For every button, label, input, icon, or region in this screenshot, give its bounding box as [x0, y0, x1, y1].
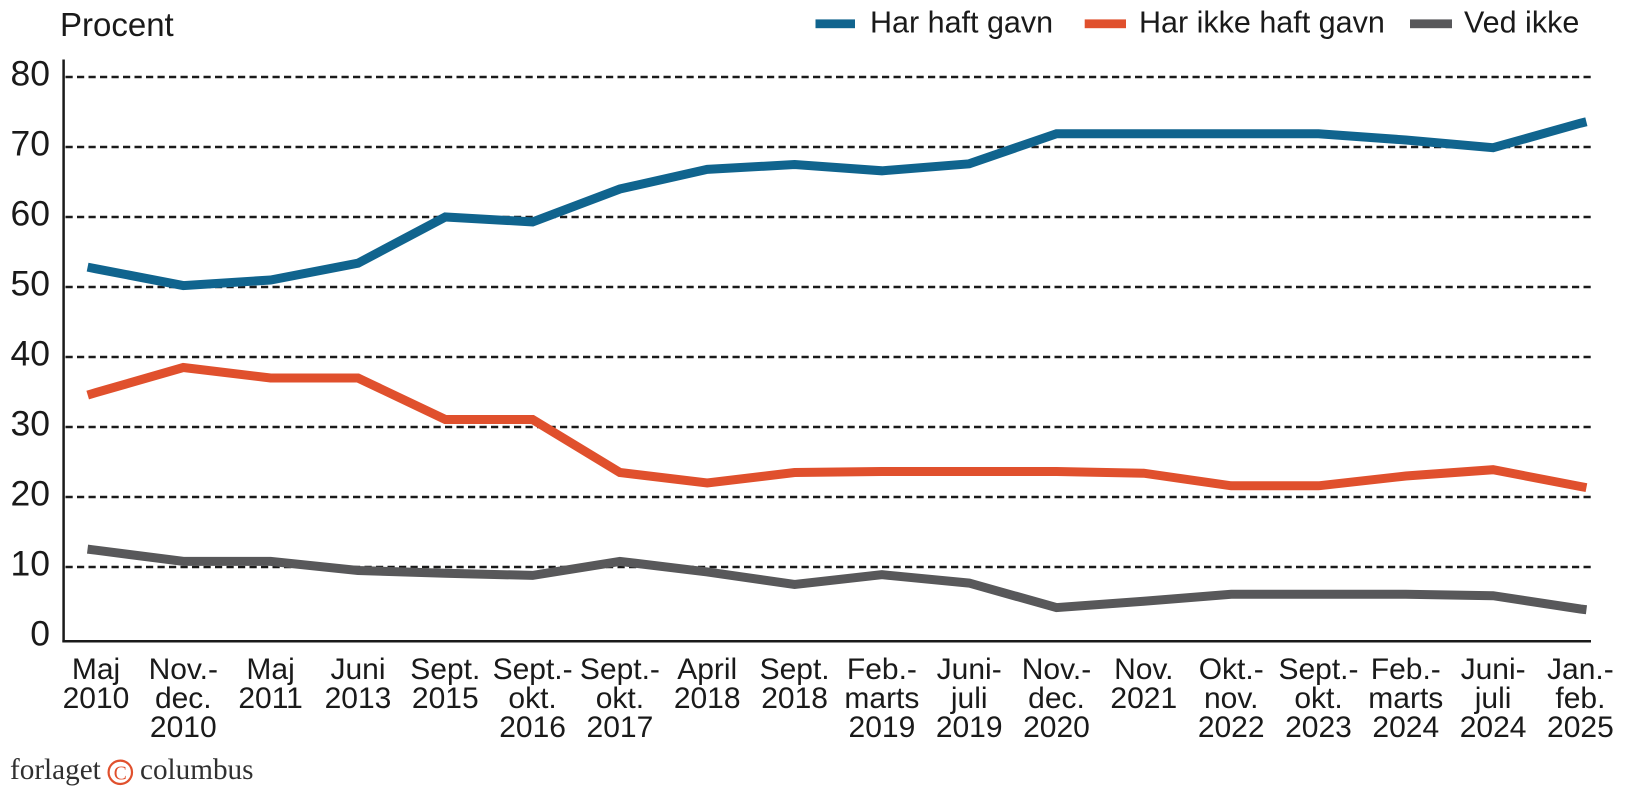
- svg-text:C: C: [114, 763, 127, 784]
- svg-text:0: 0: [30, 613, 50, 653]
- svg-text:80: 80: [11, 53, 51, 93]
- svg-text:Har haft gavn: Har haft gavn: [870, 5, 1053, 39]
- svg-text:70: 70: [11, 123, 51, 163]
- svg-text:forlaget: forlaget: [10, 754, 101, 786]
- svg-text:30: 30: [11, 403, 51, 443]
- svg-text:50: 50: [11, 263, 51, 303]
- svg-text:Sept.2018: Sept. 2018: [760, 653, 830, 715]
- svg-text:columbus: columbus: [140, 754, 254, 786]
- svg-text:40: 40: [11, 333, 51, 373]
- svg-text:Nov.-dec.2010: Nov.-dec. 2010: [149, 653, 218, 744]
- svg-text:Jan.-feb.2025: Jan.-feb. 2025: [1547, 653, 1614, 744]
- svg-text:Okt.-nov.2022: Okt.-nov. 2022: [1198, 653, 1265, 744]
- svg-text:10: 10: [11, 543, 51, 583]
- svg-text:Sept.2015: Sept. 2015: [410, 653, 480, 715]
- svg-text:Har ikke haft gavn: Har ikke haft gavn: [1139, 5, 1385, 39]
- svg-text:Nov.2021: Nov. 2021: [1110, 653, 1177, 715]
- svg-text:60: 60: [11, 193, 51, 233]
- svg-text:Procent: Procent: [60, 6, 174, 43]
- svg-text:Ved ikke: Ved ikke: [1464, 5, 1579, 39]
- svg-text:20: 20: [11, 473, 51, 513]
- svg-text:Nov.-dec.2020: Nov.-dec. 2020: [1022, 653, 1091, 744]
- svg-text:Sept.-okt.2023: Sept.-okt. 2023: [1278, 653, 1358, 744]
